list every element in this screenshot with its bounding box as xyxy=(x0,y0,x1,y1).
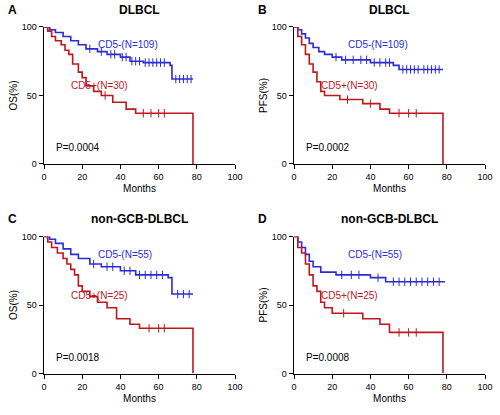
svg-text:OS(%): OS(%) xyxy=(8,290,19,320)
svg-text:CD5+(N=30): CD5+(N=30) xyxy=(71,80,128,91)
svg-text:P=0.0002: P=0.0002 xyxy=(306,142,350,153)
svg-text:C: C xyxy=(8,212,17,226)
svg-text:CD5+(N=25): CD5+(N=25) xyxy=(71,290,128,301)
svg-text:PFS(%): PFS(%) xyxy=(258,288,269,323)
svg-text:0: 0 xyxy=(32,159,37,169)
svg-text:100: 100 xyxy=(477,382,492,392)
svg-text:50: 50 xyxy=(277,91,287,101)
svg-text:CD5-(N=109): CD5-(N=109) xyxy=(98,39,158,50)
svg-text:0: 0 xyxy=(291,382,296,392)
svg-text:DLBCL: DLBCL xyxy=(369,3,410,17)
svg-text:80: 80 xyxy=(192,172,202,182)
svg-text:PFS(%): PFS(%) xyxy=(258,78,269,113)
svg-text:50: 50 xyxy=(277,300,287,310)
svg-text:50: 50 xyxy=(27,300,37,310)
svg-text:0: 0 xyxy=(282,159,287,169)
svg-text:CD5+(N=30): CD5+(N=30) xyxy=(321,80,378,91)
svg-text:40: 40 xyxy=(365,172,375,182)
svg-text:CD5-(N=109): CD5-(N=109) xyxy=(348,39,408,50)
svg-text:20: 20 xyxy=(327,382,337,392)
svg-text:non-GCB-DLBCL: non-GCB-DLBCL xyxy=(91,212,188,226)
svg-text:80: 80 xyxy=(192,382,202,392)
svg-text:CD5-(N=55): CD5-(N=55) xyxy=(98,249,152,260)
svg-text:80: 80 xyxy=(442,382,452,392)
svg-text:Months: Months xyxy=(123,183,156,194)
svg-text:100: 100 xyxy=(22,22,37,32)
svg-text:DLBCL: DLBCL xyxy=(119,3,160,17)
svg-text:P=0.0018: P=0.0018 xyxy=(56,352,100,363)
svg-text:80: 80 xyxy=(442,172,452,182)
svg-text:100: 100 xyxy=(272,232,287,242)
svg-text:0: 0 xyxy=(282,369,287,379)
svg-text:P=0.0004: P=0.0004 xyxy=(56,142,100,153)
svg-text:40: 40 xyxy=(115,382,125,392)
svg-text:50: 50 xyxy=(27,91,37,101)
svg-text:Months: Months xyxy=(373,183,406,194)
svg-text:B: B xyxy=(258,3,267,17)
svg-text:0: 0 xyxy=(41,172,46,182)
svg-text:60: 60 xyxy=(154,382,164,392)
svg-text:Months: Months xyxy=(123,393,156,404)
svg-text:A: A xyxy=(8,3,17,17)
svg-text:OS(%): OS(%) xyxy=(8,80,19,110)
svg-text:100: 100 xyxy=(477,172,492,182)
svg-text:0: 0 xyxy=(41,382,46,392)
svg-text:60: 60 xyxy=(154,172,164,182)
svg-text:Months: Months xyxy=(373,393,406,404)
svg-text:100: 100 xyxy=(227,172,242,182)
svg-text:CD5+(N=25): CD5+(N=25) xyxy=(321,290,378,301)
svg-text:CD5-(N=55): CD5-(N=55) xyxy=(348,249,402,260)
svg-text:40: 40 xyxy=(365,382,375,392)
svg-text:20: 20 xyxy=(77,172,87,182)
svg-text:100: 100 xyxy=(22,232,37,242)
svg-text:0: 0 xyxy=(32,369,37,379)
svg-text:40: 40 xyxy=(115,172,125,182)
svg-text:P=0.0008: P=0.0008 xyxy=(306,352,350,363)
svg-text:20: 20 xyxy=(77,382,87,392)
svg-text:60: 60 xyxy=(404,382,414,392)
svg-text:100: 100 xyxy=(272,22,287,32)
svg-text:20: 20 xyxy=(327,172,337,182)
svg-text:D: D xyxy=(258,212,267,226)
svg-text:0: 0 xyxy=(291,172,296,182)
svg-text:non-GCB-DLBCL: non-GCB-DLBCL xyxy=(341,212,438,226)
svg-text:100: 100 xyxy=(227,382,242,392)
svg-text:60: 60 xyxy=(404,172,414,182)
